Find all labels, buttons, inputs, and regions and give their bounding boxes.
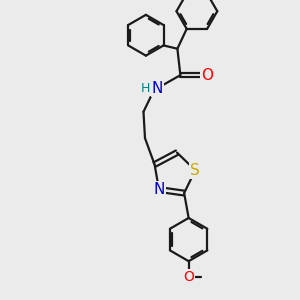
Text: O: O [201,68,213,82]
Text: N: N [153,182,165,197]
Text: H: H [141,82,150,95]
Text: N: N [152,81,163,96]
Text: O: O [183,270,194,284]
Text: S: S [190,163,200,178]
